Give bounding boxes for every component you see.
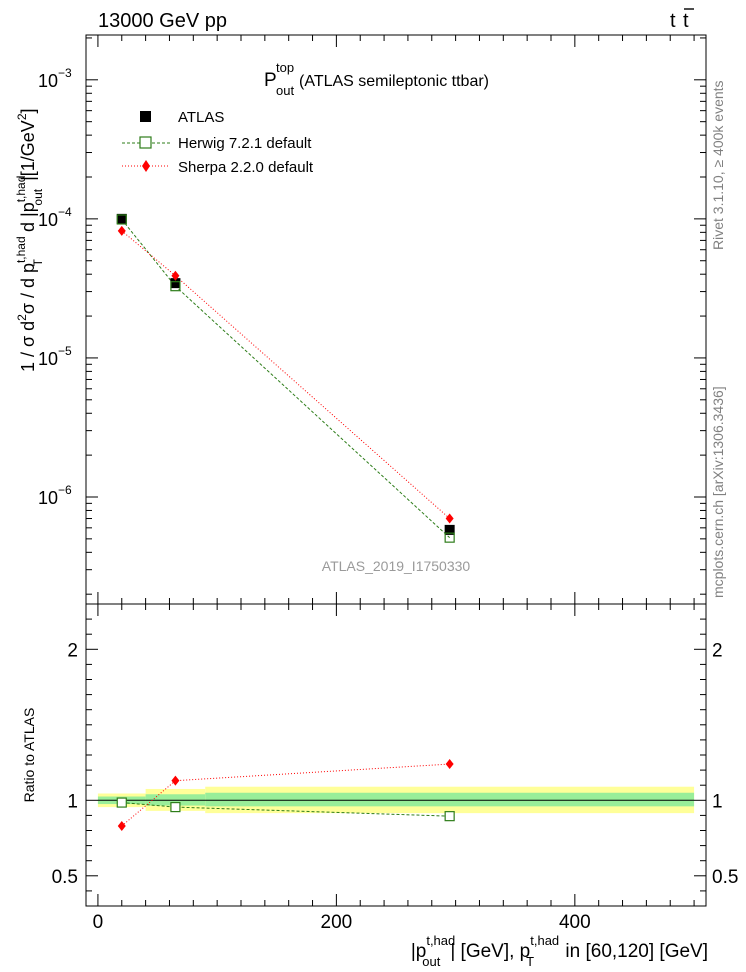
- legend-atlas-label: ATLAS: [178, 109, 224, 126]
- ratio-sherpa-point: [445, 759, 454, 770]
- ratio-xtick-label: 0: [93, 912, 104, 933]
- ylabel-sup1: 2: [15, 314, 29, 321]
- ylabel-part1: 1 / σ d: [18, 321, 38, 372]
- legend: ATLAS Herwig 7.2.1 default Sherpa 2.2.0 …: [122, 109, 314, 176]
- legend-sherpa-marker: [142, 160, 150, 172]
- ratio-herwig-point: [116, 797, 127, 808]
- ratio-panel: 0.5 0.51 12 2 0 200 400 Ratio to ATLAS |pt,ha…: [21, 603, 739, 969]
- ratio-herwig-line: [121, 802, 450, 817]
- ytick-exponent: −3: [58, 66, 72, 80]
- ratio-ytick-label-right: 0.5: [712, 867, 738, 888]
- xlabel-sub2: T: [526, 954, 534, 969]
- ytick-base: 10: [38, 210, 58, 230]
- ylabel-part2: σ / d p: [18, 263, 38, 314]
- ylabel-sup3: t,had: [14, 176, 28, 203]
- ylabel-part3: d |p: [18, 202, 38, 237]
- ytick-base: 10: [38, 488, 58, 508]
- mcplots-label: mcplots.cern.ch [arXiv:1306.3436]: [710, 386, 726, 598]
- main-axis-ticks: [86, 35, 706, 604]
- ratio-ytick-label: 1: [67, 791, 78, 812]
- legend-herwig-label: Herwig 7.2.1 default: [178, 135, 312, 152]
- xlabel-sup2: t,had: [530, 933, 559, 948]
- ratio-xlabel: |pt,had out | [GeV], pt,had T in [60,120] […: [411, 933, 708, 969]
- title-sub: out: [276, 83, 294, 98]
- ratio-herwig-point: [170, 801, 181, 813]
- atlas-point: [170, 278, 181, 289]
- analysis-watermark: ATLAS_2019_I1750330: [322, 558, 471, 574]
- main-ytick-label: 10 −6: [38, 483, 72, 508]
- ratio-xtick-labels: 0 200 400: [93, 912, 591, 933]
- ratio-sherpa-point: [171, 775, 180, 786]
- sherpa-point: [171, 270, 180, 281]
- xlabel-part1: |p: [411, 941, 427, 962]
- ratio-xtick-label: 200: [321, 912, 353, 933]
- main-ytick-label: 10 −5: [38, 344, 72, 369]
- sherpa-point: [117, 225, 126, 236]
- ytick-base: 10: [38, 71, 58, 91]
- ratio-ytick-label-right: 1: [712, 791, 723, 812]
- main-ytick-label: 10 −4: [38, 205, 72, 230]
- ratio-ytick-labels: 0.5 0.5 1 1 2 2: [52, 640, 739, 888]
- header-left: 13000 GeV pp: [98, 10, 227, 32]
- ratio-ylabel: Ratio to ATLAS: [21, 708, 37, 803]
- atlas-point: [116, 213, 127, 224]
- ratio-xtick-label: 400: [559, 912, 591, 933]
- title-rest: (ATLAS semileptonic ttbar): [299, 73, 489, 90]
- main-ylabel: 1 / σ d2σ / d pt,had T d |pt,had out|[1/Ge…: [14, 108, 45, 372]
- ratio-data: [116, 759, 455, 831]
- title-sup: top: [276, 60, 294, 75]
- ratio-ytick-label-right: 2: [712, 640, 723, 661]
- header-right-tbar: t: [683, 10, 689, 32]
- ylabel-sup4: 2: [15, 113, 29, 120]
- xlabel-part3: in [60,120] [GeV]: [560, 941, 708, 962]
- sherpa-line: [121, 230, 450, 519]
- ylabel-part5: ]: [18, 108, 38, 113]
- header-right-t: t: [670, 10, 676, 32]
- legend-atlas-marker: [140, 111, 151, 122]
- ylabel-sup2: t,had: [14, 236, 28, 263]
- sherpa-point: [445, 513, 454, 524]
- main-data: [116, 213, 455, 543]
- ytick-base: 10: [38, 349, 58, 369]
- ratio-frame: [85, 603, 707, 907]
- title-main: P: [264, 70, 277, 91]
- ylabel-sub2: T: [31, 258, 45, 266]
- plot-title: P top out (ATLAS semileptonic ttbar): [264, 60, 489, 98]
- ratio-ytick-label: 2: [67, 640, 78, 661]
- header-right: t t: [670, 8, 694, 32]
- ytick-exponent: −4: [58, 205, 72, 219]
- atlas-point: [444, 524, 455, 535]
- main-ytick-label: 10 −3: [38, 66, 72, 91]
- stat-band: [205, 792, 695, 807]
- herwig-point: [116, 214, 127, 225]
- legend-sherpa-label: Sherpa 2.2.0 default: [178, 159, 314, 176]
- ratio-axis-ticks: [86, 604, 706, 906]
- main-panel: 10−310−410−510−6 P top out (ATLAS semile…: [14, 34, 707, 605]
- herwig-line: [121, 219, 450, 539]
- ratio-herwig-point: [444, 811, 455, 822]
- legend-herwig-marker: [139, 136, 152, 149]
- ytick-exponent: −5: [58, 344, 72, 358]
- ratio-ytick-label: 0.5: [52, 867, 78, 888]
- ratio-sherpa-point: [117, 820, 126, 831]
- herwig-point: [444, 532, 455, 543]
- rivet-label: Rivet 3.1.10, ≥ 400k events: [710, 80, 726, 250]
- main-ytick-labels: 10−310−410−510−6: [38, 66, 72, 508]
- xlabel-part2: | [GeV], p: [450, 941, 530, 962]
- ytick-exponent: −6: [58, 483, 72, 497]
- xlabel-sup1: t,had: [426, 933, 455, 948]
- xlabel-sub1: out: [422, 954, 440, 969]
- ylabel-sub3: out: [31, 188, 45, 205]
- herwig-point: [170, 281, 181, 292]
- ylabel-part4: |[1/GeV: [18, 120, 38, 181]
